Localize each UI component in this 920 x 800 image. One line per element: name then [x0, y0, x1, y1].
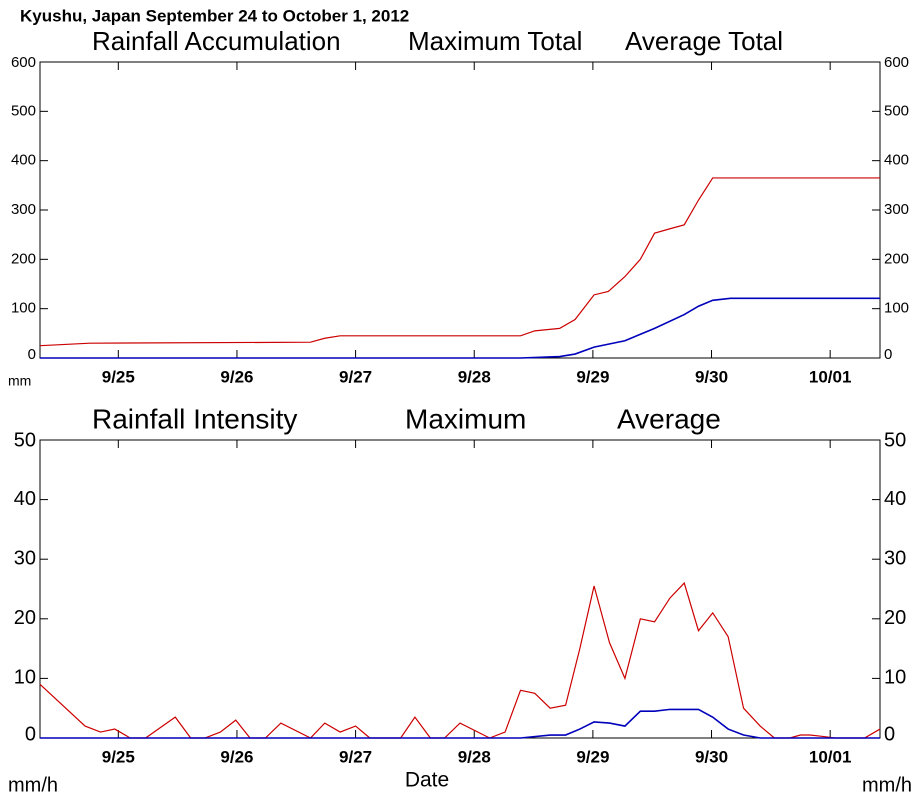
x-tick-label: 9/25 — [102, 747, 135, 766]
series-line — [40, 297, 880, 359]
x-tick-label: 9/26 — [220, 367, 253, 386]
x-tick-label: 9/27 — [339, 747, 372, 766]
x-tick-label: 9/28 — [458, 367, 491, 386]
x-tick-label: 9/29 — [576, 367, 609, 386]
chart-title: Rainfall Accumulation — [92, 26, 341, 56]
y-tick-label: 40 — [884, 488, 906, 510]
chart-title: Rainfall Intensity — [92, 403, 297, 434]
y-tick-label: 500 — [11, 102, 36, 119]
y-tick-label: 20 — [14, 607, 36, 629]
y-tick-label: 20 — [884, 607, 906, 629]
y-tick-label: 500 — [884, 102, 909, 119]
y-tick-label: 30 — [14, 547, 36, 569]
y-tick-label: 400 — [884, 152, 909, 169]
y-tick-label: 300 — [884, 201, 909, 218]
y-tick-label: 50 — [884, 429, 906, 451]
series-line — [39, 177, 880, 347]
series-line — [40, 708, 880, 739]
y-tick-label: 600 — [884, 54, 909, 71]
x-tick-label: 9/29 — [576, 747, 609, 766]
y-tick-label: 0 — [28, 346, 36, 363]
y-tick-label: 0 — [884, 723, 895, 745]
y-tick-label: 100 — [884, 300, 909, 317]
legend-entry: Average Total — [625, 26, 783, 56]
x-tick-label: 9/26 — [220, 747, 253, 766]
legend-entry: Maximum — [405, 403, 526, 434]
x-tick-label: 9/25 — [102, 367, 135, 386]
y-tick-label: 50 — [14, 429, 36, 451]
y-tick-label: 0 — [884, 346, 892, 363]
x-tick-label: 9/27 — [339, 367, 372, 386]
y-tick-label: 10 — [884, 667, 906, 689]
y-tick-label: 10 — [14, 667, 36, 689]
y-tick-label: 200 — [11, 250, 36, 267]
y-tick-label: 400 — [11, 152, 36, 169]
y-tick-label: 300 — [11, 201, 36, 218]
plot-frame — [39, 439, 881, 739]
x-tick-label: 9/30 — [695, 367, 728, 386]
y-tick-label: 30 — [884, 547, 906, 569]
y-tick-label: 200 — [884, 250, 909, 267]
x-tick-label: 9/30 — [695, 747, 728, 766]
y-unit: mm/h — [862, 774, 912, 796]
series-line — [39, 581, 881, 739]
x-tick-label: 10/01 — [809, 367, 852, 386]
legend-entry: Maximum Total — [408, 26, 582, 56]
y-tick-label: 600 — [11, 54, 36, 71]
x-tick-label: 10/01 — [809, 747, 852, 766]
x-axis-label: Date — [405, 769, 449, 792]
y-unit: mm — [8, 373, 31, 389]
y-tick-label: 100 — [11, 300, 36, 317]
x-tick-label: 9/28 — [458, 747, 491, 766]
page-title: Kyushu, Japan September 24 to October 1,… — [20, 6, 409, 25]
legend-entry: Average — [617, 403, 721, 434]
y-tick-label: 40 — [14, 488, 36, 510]
y-tick-label: 0 — [25, 723, 36, 745]
y-unit: mm/h — [8, 774, 58, 796]
plot-frame — [39, 61, 881, 359]
